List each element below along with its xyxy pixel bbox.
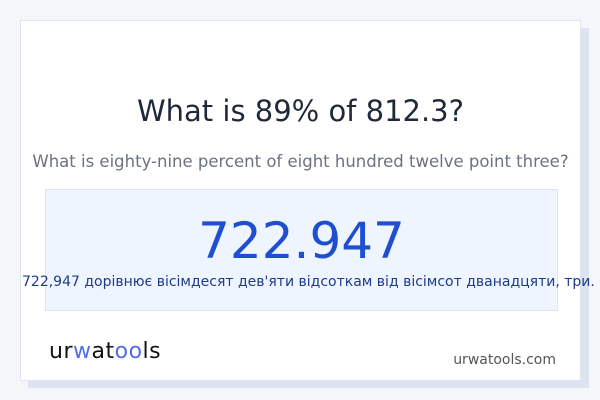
logo: urwatools	[49, 339, 161, 364]
logo-text: oo	[114, 339, 143, 364]
answer-words: 722,947 дорівнює вісімдесят дев'яти відс…	[22, 274, 595, 290]
answer-value: 722.947	[198, 212, 405, 270]
logo-text: at	[91, 339, 115, 364]
page-title: What is 89% of 812.3?	[136, 94, 465, 128]
site-url: urwatools.com	[453, 352, 556, 368]
result-card: What is 89% of 812.3? What is eighty-nin…	[20, 20, 595, 381]
logo-text: w	[73, 339, 92, 364]
answer-box: 722.947 722,947 дорівнює вісімдесят дев'…	[22, 189, 595, 311]
logo-text: ls	[142, 339, 162, 364]
subtitle: What is eighty-nine percent of eight hun…	[32, 152, 569, 171]
logo-text: ur	[49, 339, 73, 364]
